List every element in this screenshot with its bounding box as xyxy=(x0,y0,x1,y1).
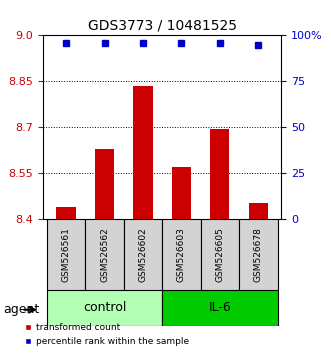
Bar xyxy=(249,202,268,219)
Title: GDS3773 / 10481525: GDS3773 / 10481525 xyxy=(88,19,237,33)
Bar xyxy=(57,207,76,219)
Bar xyxy=(95,149,114,219)
FancyBboxPatch shape xyxy=(47,290,162,326)
Bar xyxy=(210,129,229,219)
Legend: transformed count, percentile rank within the sample: transformed count, percentile rank withi… xyxy=(21,320,192,349)
FancyBboxPatch shape xyxy=(239,219,277,290)
Text: GSM526602: GSM526602 xyxy=(138,228,148,282)
FancyBboxPatch shape xyxy=(162,219,201,290)
Text: GSM526678: GSM526678 xyxy=(254,227,263,282)
FancyBboxPatch shape xyxy=(162,290,277,326)
Text: agent: agent xyxy=(3,303,40,316)
Bar xyxy=(172,167,191,219)
Text: GSM526603: GSM526603 xyxy=(177,227,186,282)
Text: control: control xyxy=(83,302,126,314)
FancyBboxPatch shape xyxy=(85,219,124,290)
FancyBboxPatch shape xyxy=(201,219,239,290)
Text: IL-6: IL-6 xyxy=(209,302,231,314)
Bar xyxy=(133,86,153,219)
Text: GSM526605: GSM526605 xyxy=(215,227,224,282)
FancyBboxPatch shape xyxy=(124,219,162,290)
Text: GSM526562: GSM526562 xyxy=(100,228,109,282)
FancyBboxPatch shape xyxy=(47,219,85,290)
Text: GSM526561: GSM526561 xyxy=(62,227,71,282)
